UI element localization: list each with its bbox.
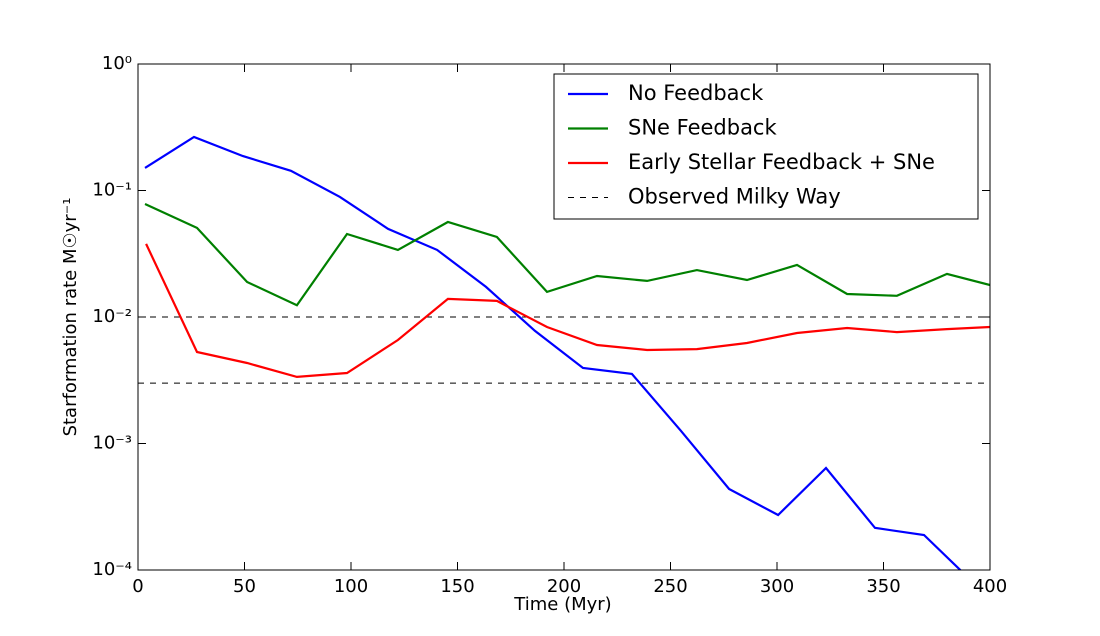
x-tick-label: 250 bbox=[653, 576, 687, 597]
x-tick-label: 200 bbox=[547, 576, 581, 597]
series-line bbox=[144, 135, 962, 570]
x-tick-label: 350 bbox=[866, 576, 900, 597]
legend-label: SNe Feedback bbox=[628, 116, 777, 140]
x-tick-label: 50 bbox=[233, 576, 256, 597]
legend-label: No Feedback bbox=[628, 81, 764, 105]
legend-box bbox=[553, 73, 979, 220]
y-tick-label: 10⁻² bbox=[92, 306, 132, 327]
x-tick-label: 300 bbox=[760, 576, 794, 597]
x-tick-label: 100 bbox=[334, 576, 368, 597]
legend-label: Observed Milky Way bbox=[628, 185, 841, 209]
series-line bbox=[144, 203, 990, 307]
legend-label: Early Stellar Feedback + SNe bbox=[628, 150, 935, 174]
series-line bbox=[145, 243, 990, 379]
x-axis-label: Time (Myr) bbox=[513, 594, 611, 615]
y-tick-label: 10⁻¹ bbox=[92, 180, 132, 201]
x-tick-label: 150 bbox=[440, 576, 474, 597]
y-tick-label: 10⁰ bbox=[102, 53, 132, 74]
y-tick-label: 10⁻⁴ bbox=[92, 559, 132, 580]
y-axis-label: Starformation rate M☉yr⁻¹ bbox=[60, 198, 81, 437]
x-tick-label: 0 bbox=[132, 576, 143, 597]
y-tick-label: 10⁻³ bbox=[92, 433, 132, 454]
x-tick-label: 400 bbox=[973, 576, 1007, 597]
